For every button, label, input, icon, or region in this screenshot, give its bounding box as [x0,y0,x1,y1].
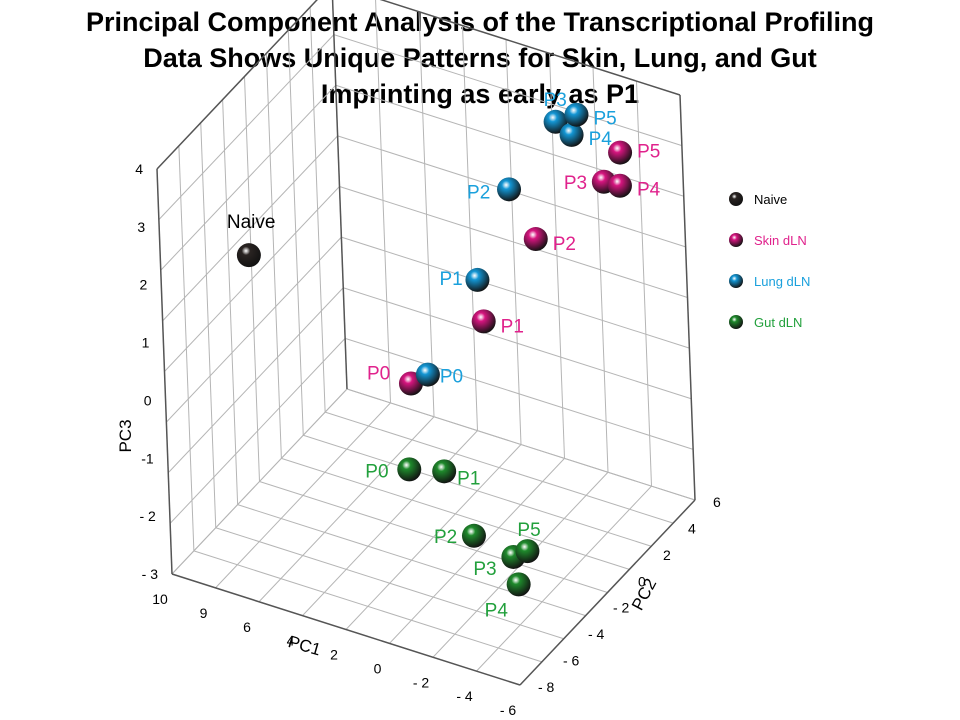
legend-entry-label: Skin dLN [754,233,807,248]
data-point-marker [465,267,490,292]
series-naive: Naive [227,212,276,268]
legend-marker [729,233,743,247]
data-point-label: P5 [637,142,660,163]
x-tick-label: 9 [200,605,208,621]
y-tick-label: - 2 [613,600,630,616]
data-point-label: P3 [564,173,587,194]
z-tick-label: 3 [137,219,145,235]
z-axis-title: PC3 [116,419,135,452]
data-point-label: P5 [517,520,540,541]
data-point-label: P3 [473,559,496,580]
data-point-marker [461,523,486,548]
x-tick-label: - 4 [456,688,473,704]
z-tick-label: 2 [139,277,147,293]
x-tick-label: 10 [152,591,168,607]
data-point-marker [607,173,632,198]
x-tick-label: 6 [243,619,251,635]
data-point-marker [397,457,422,482]
data-point-marker [523,227,548,252]
data-point-label: P2 [467,182,490,203]
data-point-label: P3 [544,90,567,111]
data-point-marker [497,177,522,202]
legend-marker [729,192,743,206]
x-tick-label: 4 [287,633,295,649]
data-point-label: Naive [227,212,276,233]
x-axis-title: PC1 [286,632,323,659]
data-point-marker [564,102,589,127]
legend: Naive Skin dLN Lung dLN Gut dLN [729,192,810,330]
chart-grid [156,0,696,686]
legend-marker [729,315,743,329]
z-tick-label: 4 [135,161,143,177]
data-point-label: P2 [553,234,576,255]
data-point-marker [432,459,457,484]
data-point-marker [471,309,496,334]
legend-entry-label: Naive [754,192,787,207]
data-point-label: P4 [485,600,509,621]
x-tick-label: 0 [374,660,382,676]
legend-entry-label: Gut dLN [754,315,802,330]
z-tick-label: 0 [144,392,152,408]
series-skin-dln: P0 P1 P2 P3 P4 P5 [367,140,661,396]
data-point-marker [506,572,531,597]
chart-title-line-3: Imprinting as early as P1 [320,79,640,109]
data-point-label: P0 [365,461,388,482]
z-tick-label: -1 [141,450,154,466]
z-tick-label: - 3 [142,566,159,582]
z-tick-label: 1 [142,335,150,351]
data-point-label: P1 [439,269,462,290]
data-point-marker [515,539,540,564]
data-point-marker [236,243,261,268]
data-point-label: P1 [501,316,524,337]
data-point-label: P2 [434,527,457,548]
data-point-label: P0 [367,363,390,384]
z-tick-label: - 2 [140,508,157,524]
y-tick-label: 2 [663,547,671,563]
y-tick-label: 4 [688,520,696,536]
chart-title-line-2: Data Shows Unique Patterns for Skin, Lun… [143,43,817,73]
data-point-label: P1 [457,468,480,489]
y-tick-label: 6 [713,494,721,510]
data-point-label: P0 [440,367,463,388]
data-point-marker [543,109,568,134]
series-gut-dln: P0 P1 P2 P3 P4 P5 [365,457,541,621]
legend-marker [729,274,743,288]
x-tick-label: - 6 [500,702,517,718]
legend-entry-label: Lung dLN [754,274,810,289]
chart-title-line-1: Principal Component Analysis of the Tran… [85,7,875,37]
x-tick-label: - 2 [413,674,430,690]
data-point-label: P4 [637,180,661,201]
x-tick-label: 2 [330,647,338,663]
y-tick-label: 0 [638,573,646,589]
y-tick-label: - 4 [588,626,605,642]
y-tick-label: - 6 [563,653,580,669]
data-point-marker [608,140,633,165]
y-tick-label: - 8 [538,679,555,695]
data-point-marker [415,362,440,387]
chart-title: Principal Component Analysis of the Tran… [0,4,960,112]
data-point-label: P4 [589,129,613,150]
data-point-label: P5 [593,109,616,130]
data-point-marker [559,122,584,147]
y-axis-title: PC2 [628,575,660,613]
